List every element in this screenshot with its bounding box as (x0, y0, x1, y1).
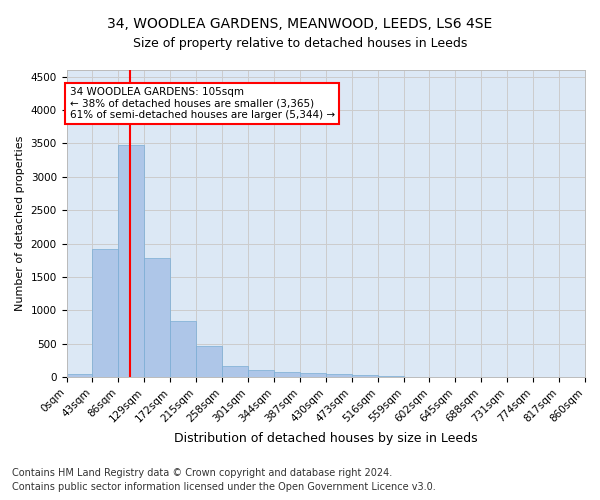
Text: Size of property relative to detached houses in Leeds: Size of property relative to detached ho… (133, 38, 467, 51)
Bar (222, 366, 248, 377)
Bar (67, 374, 92, 377)
Bar (326, 374, 352, 377)
X-axis label: Distribution of detached houses by size in Leeds: Distribution of detached houses by size … (174, 432, 478, 445)
Bar (196, 346, 222, 377)
Bar (377, 376, 404, 377)
Bar (274, 372, 300, 377)
Bar (300, 374, 326, 377)
Bar (118, 145, 144, 377)
Bar (352, 374, 377, 377)
Text: Contains HM Land Registry data © Crown copyright and database right 2024.: Contains HM Land Registry data © Crown c… (12, 468, 392, 477)
Text: Contains public sector information licensed under the Open Government Licence v3: Contains public sector information licen… (12, 482, 436, 492)
Bar (144, 258, 170, 377)
Bar (248, 370, 274, 377)
Bar (170, 321, 196, 377)
Bar (92, 249, 118, 377)
Text: 34 WOODLEA GARDENS: 105sqm
← 38% of detached houses are smaller (3,365)
61% of s: 34 WOODLEA GARDENS: 105sqm ← 38% of deta… (70, 86, 335, 120)
Text: 34, WOODLEA GARDENS, MEANWOOD, LEEDS, LS6 4SE: 34, WOODLEA GARDENS, MEANWOOD, LEEDS, LS… (107, 18, 493, 32)
Y-axis label: Number of detached properties: Number of detached properties (15, 136, 25, 311)
